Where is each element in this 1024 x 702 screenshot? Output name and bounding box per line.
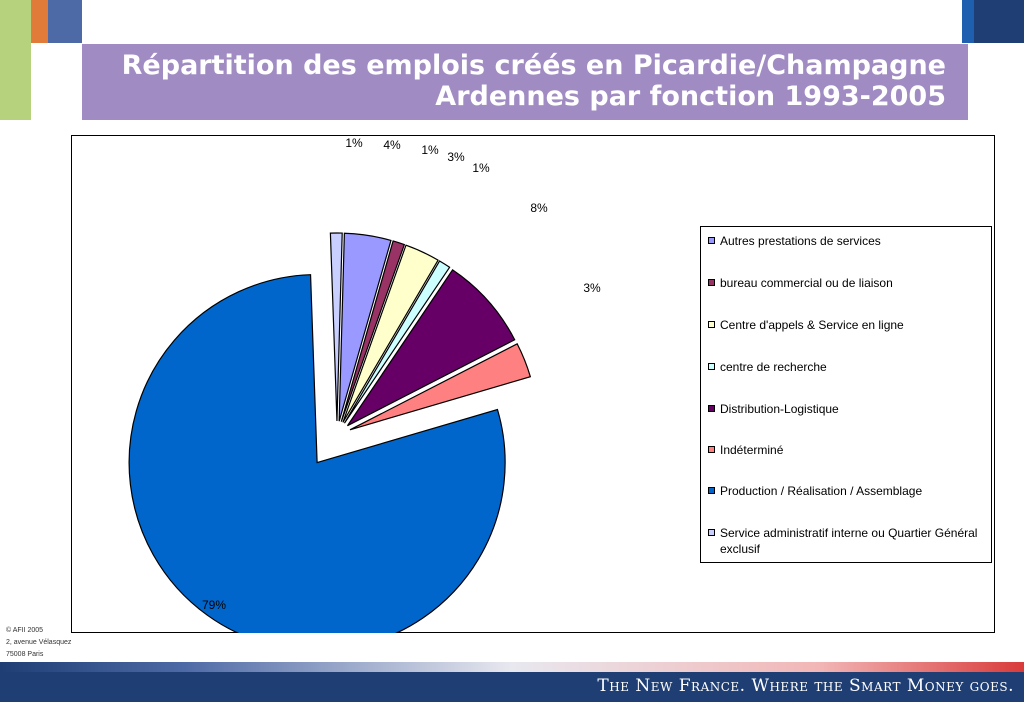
title-band xyxy=(82,44,968,120)
footer-gradient xyxy=(0,662,1024,672)
footer-slogan: The New France. Where the Smart Money go… xyxy=(597,676,1014,696)
pie-data-label: 1% xyxy=(472,161,490,175)
legend-swatch xyxy=(708,446,715,453)
pie-slice xyxy=(340,240,406,422)
legend-item: Production / Réalisation / Assemblage xyxy=(708,483,990,499)
legend-swatch xyxy=(708,405,715,412)
legend-label: centre de recherche xyxy=(720,360,827,374)
legend-label: Distribution-Logistique xyxy=(720,402,839,416)
legend-label: bureau commercial ou de liaison xyxy=(720,276,893,290)
pie-slice xyxy=(346,269,516,427)
legend-item: centre de recherche xyxy=(708,359,990,375)
credit-line-1: © AFII 2005 xyxy=(6,627,44,634)
credit-line-2: 2, avenue Vélasquez xyxy=(6,639,72,646)
legend-label: Autres prestations de services xyxy=(720,234,881,248)
legend-label: Service administratif interne ou Quartie… xyxy=(720,526,978,556)
legend-label: Indéterminé xyxy=(720,443,784,457)
legend-swatch xyxy=(708,487,715,494)
pie-data-label: 1% xyxy=(345,136,363,150)
pie-slice xyxy=(329,232,343,422)
chart-legend: Autres prestations de services bureau co… xyxy=(700,226,992,563)
pie-data-label: 79% xyxy=(202,598,226,612)
title-line-1: Répartition des emplois créés en Picardi… xyxy=(121,50,946,81)
credit-line-3: 75008 Paris xyxy=(6,651,44,658)
title-line-2: Ardennes par fonction 1993-2005 xyxy=(435,81,946,112)
pie-data-label: 4% xyxy=(383,138,401,152)
corner-accent-green xyxy=(0,0,31,120)
legend-label: Centre d'appels & Service en ligne xyxy=(720,318,904,332)
pie-slice xyxy=(338,232,392,422)
pie-data-label: 1% xyxy=(421,143,439,157)
pie-slice xyxy=(343,260,451,424)
corner-accent-orange xyxy=(31,0,48,43)
legend-item: Service administratif interne ou Quartie… xyxy=(708,525,990,557)
legend-item: Centre d'appels & Service en ligne xyxy=(708,317,990,333)
legend-swatch xyxy=(708,237,715,244)
pie-slice xyxy=(128,274,506,633)
legend-item: Autres prestations de services xyxy=(708,233,990,249)
legend-swatch xyxy=(708,279,715,286)
slogan-text: The New France. Where the Smart Money go… xyxy=(597,676,1014,696)
corner-accent-right-blue xyxy=(962,0,974,43)
pie-data-label: 8% xyxy=(530,201,548,215)
pie-slice xyxy=(342,244,439,423)
legend-swatch xyxy=(708,529,715,536)
page-title: Répartition des emplois créés en Picardi… xyxy=(82,50,946,112)
legend-item: bureau commercial ou de liaison xyxy=(708,275,990,291)
legend-item: Indéterminé xyxy=(708,442,990,458)
pie-chart: 1% 4% 1% 3% 1% 8% 3% 79% xyxy=(128,136,601,633)
corner-accent-blue xyxy=(48,0,82,43)
legend-swatch xyxy=(708,321,715,328)
legend-swatch xyxy=(708,363,715,370)
corner-accent-right-navy xyxy=(974,0,1024,43)
legend-item: Distribution-Logistique xyxy=(708,401,990,417)
legend-label: Production / Réalisation / Assemblage xyxy=(720,484,923,498)
pie-data-label: 3% xyxy=(447,150,465,164)
footer-bar xyxy=(0,672,1024,702)
pie-data-label: 3% xyxy=(583,281,601,295)
pie-slice xyxy=(349,343,532,431)
